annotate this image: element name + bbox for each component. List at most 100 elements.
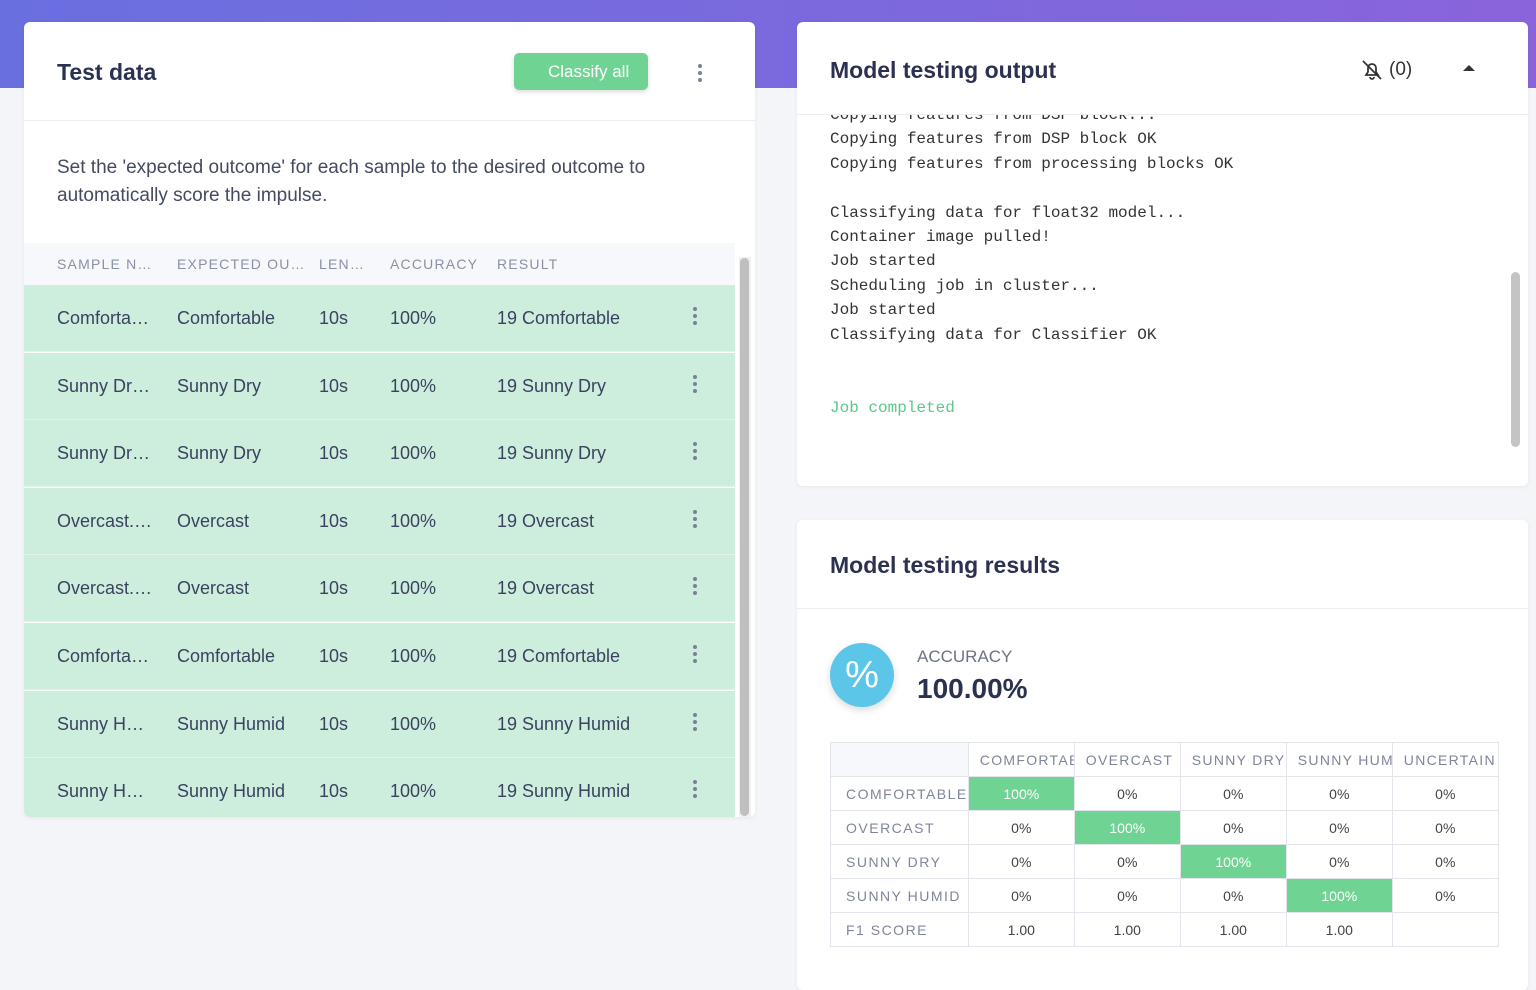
table-cell: Comfortable (177, 308, 276, 328)
menu-button[interactable] (698, 64, 702, 85)
button-label[interactable]: Classify all (548, 62, 630, 81)
output-card: Model testing output (0) Copying feature… (797, 22, 1528, 486)
collapse-icon[interactable] (1462, 63, 1476, 73)
table-cell: 19 Sunny Humid (497, 713, 631, 734)
matrix-cell: 0% (1285, 810, 1393, 845)
test-data-card: Test data Classify all Set the 'expected… (24, 22, 755, 817)
table-cell: Comforta… (57, 646, 150, 666)
table-cell: 10s (319, 781, 349, 802)
log-line: Job started (830, 301, 936, 320)
log-line: Copying features from processing blocks … (830, 154, 1234, 173)
matrix-cell: 0% (967, 810, 1075, 845)
matrix-row: OVERCAST 0% 100% 0% 0% 0% (830, 810, 1499, 845)
f1-cell: 1.00 (1179, 912, 1287, 947)
column-header: ACCURACY (390, 256, 479, 272)
log-line: Scheduling job in cluster... (830, 276, 1099, 295)
table-cell: 100% (390, 510, 437, 531)
table-row[interactable]: Overcast.… Overcast 10s 100% 19 Overcast (24, 555, 735, 623)
f1-cell (1391, 912, 1499, 947)
matrix-cell: 0% (967, 844, 1075, 879)
matrix-row: SUNNY DRY 0% 0% 100% 0% 0% (830, 844, 1499, 879)
row-menu[interactable] (693, 374, 697, 396)
table-cell: 100% (390, 308, 437, 328)
table-cell: Sunny H… (57, 713, 145, 734)
table-cell: 19 Sunny Dry (497, 375, 607, 396)
matrix-column-header: SUNNY HUMID (1285, 742, 1393, 777)
table-cell: 100% (390, 578, 437, 599)
table-cell: Sunny Dr… (57, 443, 151, 464)
matrix-cell: 0% (1285, 844, 1393, 879)
table-cell: 10s (319, 375, 349, 396)
matrix-cell: 0% (1285, 776, 1393, 811)
matrix-column-header: UNCERTAIN (1391, 742, 1499, 777)
table-cell: 10s (319, 510, 349, 531)
table-row[interactable]: Sunny H… Sunny Humid 10s 100% 19 Sunny Humid (24, 758, 735, 817)
results-card: Model testing results % ACCURACY 100.00%… (797, 520, 1528, 990)
table-cell: Overcast.… (57, 578, 153, 599)
matrix-cell: 100% (1073, 810, 1181, 845)
row-menu[interactable] (693, 509, 697, 531)
table-row[interactable]: Sunny Dr… Sunny Dry 10s 100% 19 Sunny Dry (24, 420, 735, 488)
table-cell: 10s (319, 443, 349, 464)
matrix-row-label: SUNNY HUMID (830, 878, 969, 913)
table-cell: Sunny Humid (177, 781, 286, 802)
matrix-row: COMFORTABLE 100% 0% 0% 0% 0% (830, 776, 1499, 811)
table-row[interactable]: Sunny Dr… Sunny Dry 10s 100% 19 Sunny Dry (24, 352, 735, 420)
table-cell: 100% (390, 713, 437, 734)
table-row[interactable]: Overcast.… Overcast 10s 100% 19 Overcast (24, 487, 735, 555)
matrix-cell: 0% (1073, 878, 1181, 913)
scrollbar[interactable] (1511, 272, 1520, 447)
accuracy-value: 100.00% (917, 673, 1028, 704)
row-menu[interactable] (693, 645, 697, 666)
column-header: SAMPLE N… (57, 256, 153, 272)
log-line: Classifying data for Classifier OK (830, 325, 1157, 344)
f1-cell: 1.00 (967, 912, 1075, 947)
table-cell: 10s (319, 308, 349, 328)
table-cell: 10s (319, 713, 349, 734)
row-menu[interactable] (693, 780, 697, 801)
log-area: Copying features from DSP block... Copyin… (797, 115, 1528, 455)
table-row[interactable]: Comforta… Comfortable 10s 100% 19 Comfortabl… (24, 285, 735, 352)
matrix-cell: 0% (1391, 810, 1499, 845)
matrix-cell: 0% (1391, 844, 1499, 879)
table-row[interactable]: Comforta… Comfortable 10s 100% 19 Comfortabl… (24, 623, 735, 690)
scrollbar[interactable] (740, 258, 749, 816)
table-cell: 19 Comfortable (497, 646, 621, 666)
column-header: RESULT (497, 256, 559, 272)
table-row[interactable]: Sunny H… Sunny Humid 10s 100% 19 Sunny Humid (24, 690, 735, 758)
matrix-row-label: SUNNY DRY (830, 844, 969, 879)
f1-cell: 1.00 (1073, 912, 1181, 947)
matrix-cell: 0% (1073, 844, 1181, 879)
matrix-corner (830, 742, 969, 777)
matrix-cell: 0% (1179, 810, 1287, 845)
table-cell: 100% (390, 781, 437, 802)
description: Set the 'expected outcome' for each samp… (57, 157, 646, 206)
classify-button[interactable]: Classify all (514, 53, 648, 90)
matrix-row-label: OVERCAST (830, 810, 969, 845)
table-cell: 19 Overcast (497, 510, 595, 531)
row-menu[interactable] (693, 577, 697, 598)
row-menu[interactable] (693, 442, 697, 463)
matrix-column-header: COMFORTABLE (967, 742, 1075, 777)
table-cell: 19 Sunny Dry (497, 443, 607, 464)
row-menu[interactable] (693, 712, 697, 734)
table-cell: 100% (390, 375, 437, 396)
column-header: EXPECTED OU… (177, 256, 306, 272)
row-menu[interactable] (693, 307, 697, 328)
log-line: Classifying data for float32 model... (830, 203, 1186, 222)
matrix-row-label: COMFORTABLE (830, 776, 969, 811)
table-cell: 10s (319, 578, 349, 599)
table-cell: 19 Overcast (497, 578, 595, 599)
bell-off-icon[interactable] (1360, 58, 1384, 82)
matrix-column-header: SUNNY DRY (1179, 742, 1287, 777)
log-line: Job completed (830, 398, 955, 417)
f1-row: F1 SCORE 1.00 1.00 1.00 1.00 (830, 912, 1499, 947)
log-line: Copying features from DSP block OK (830, 130, 1157, 149)
table-cell: 100% (390, 443, 437, 464)
matrix-cell: 100% (1285, 878, 1393, 913)
matrix-row-label: F1 SCORE (830, 912, 969, 947)
table-cell: Sunny Dry (177, 375, 262, 396)
table-cell: Comforta… (57, 308, 150, 328)
